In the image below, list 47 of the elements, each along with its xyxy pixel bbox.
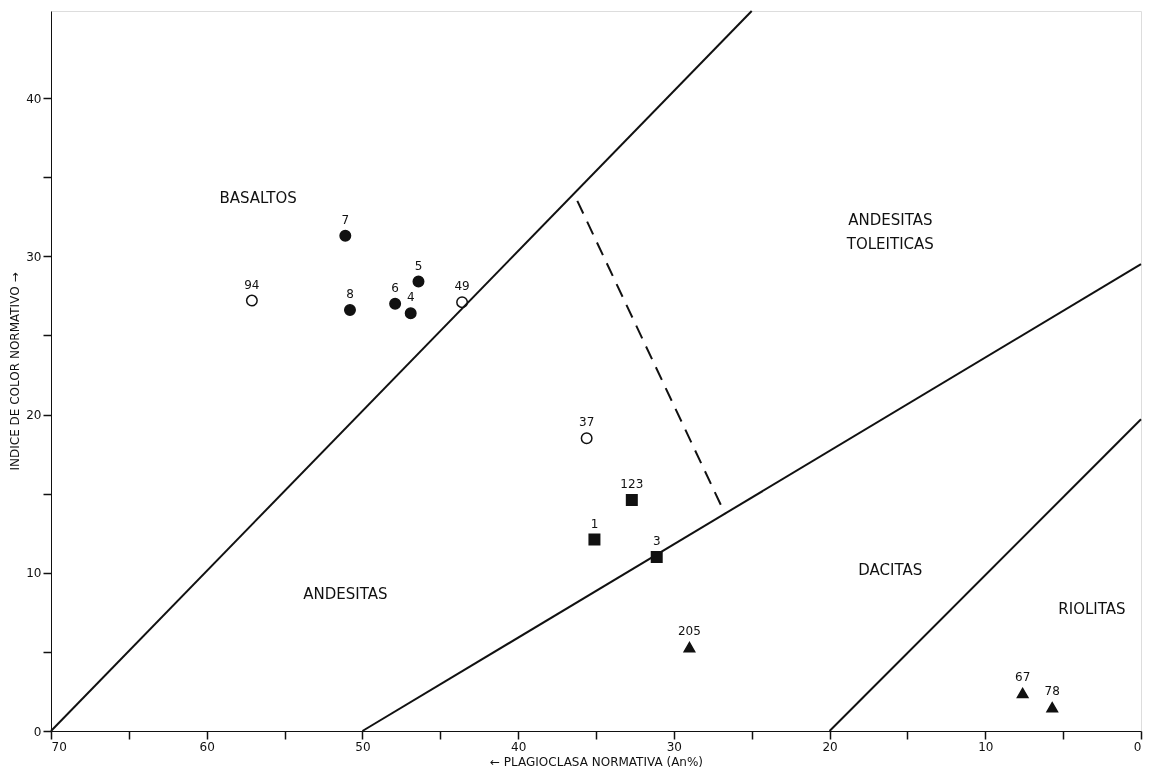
x-tick-label: 20 (822, 739, 838, 754)
y-tick-label: 0 (33, 724, 42, 739)
x-tick-label: 70 (51, 739, 67, 754)
x-tick-label: 0 (1133, 739, 1142, 754)
x-tick-label: 40 (511, 739, 527, 754)
annotation: 5 (414, 258, 423, 273)
annotation: 78 (1044, 684, 1060, 699)
x-tick-label: 30 (666, 739, 682, 754)
x-tick-label: 50 (355, 739, 371, 754)
y-tick-label: 20 (26, 408, 42, 423)
annotation: 8 (346, 287, 354, 302)
y-axis-title: INDICE DE COLOR NORMATIVO → (8, 272, 23, 471)
annotation: 4 (406, 290, 415, 305)
annotation: 37 (579, 415, 595, 430)
point (1016, 687, 1029, 699)
x-tick-label: 60 (199, 739, 215, 754)
annotation: 205 (677, 624, 701, 639)
annotation: RIOLITAS (1058, 599, 1126, 618)
annotation: 7 (341, 212, 350, 227)
annotation: 67 (1015, 670, 1031, 685)
annotation: ANDESITAS (303, 585, 388, 604)
point (1046, 701, 1059, 713)
annotation: 94 (244, 277, 260, 292)
point (580, 432, 593, 445)
annotation: 123 (620, 476, 644, 491)
annotation: 6 (391, 280, 399, 295)
point (245, 294, 258, 307)
point (412, 275, 425, 288)
x-axis-title: ← PLAGIOCLASA NORMATIVA (An%) (489, 754, 704, 769)
point (456, 296, 469, 309)
x-tick-label: 10 (978, 739, 994, 754)
point (389, 297, 402, 310)
y-tick-label: 40 (26, 91, 42, 106)
point (683, 641, 696, 653)
annotation: DACITAS (858, 560, 923, 579)
point (625, 493, 638, 506)
y-tick-label: 10 (26, 566, 42, 581)
point (339, 229, 352, 242)
annotation: 3 (652, 533, 661, 548)
annotation: BASALTOS (219, 189, 297, 208)
annotation: ANDESITAS TOLEITICAS (845, 210, 934, 253)
y-tick-label: 30 (26, 249, 42, 264)
annotation: 1 (590, 516, 599, 531)
point (588, 533, 601, 546)
point (343, 304, 356, 317)
annotation: 49 (454, 279, 470, 294)
point (404, 307, 417, 320)
